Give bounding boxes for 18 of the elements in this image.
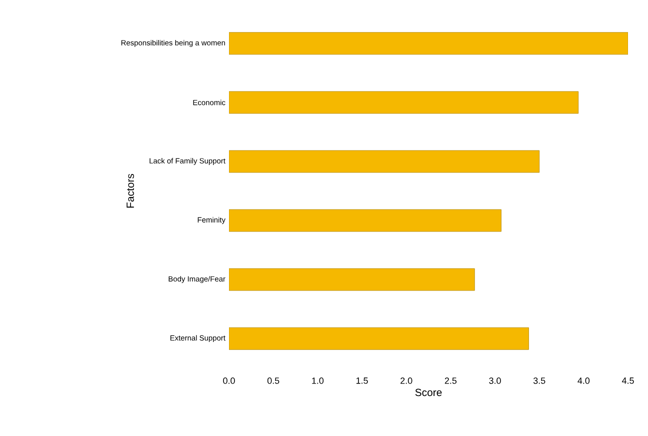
- bar: [229, 209, 502, 232]
- x-tick-label: 3.0: [489, 378, 501, 384]
- x-tick-label: 4.0: [578, 378, 590, 384]
- x-axis-title: Score: [415, 388, 442, 396]
- x-tick-label: 1.0: [312, 378, 324, 384]
- bar: [229, 91, 579, 114]
- x-tick-label: 2.0: [400, 378, 412, 384]
- x-tick-label: 2.5: [444, 378, 457, 384]
- x-tick-label: 3.5: [533, 378, 546, 384]
- y-axis-title: Factors: [126, 174, 134, 208]
- x-tick-label: 4.5: [622, 378, 634, 384]
- bar: [229, 327, 529, 350]
- bar: [229, 150, 540, 173]
- bar: [229, 32, 628, 55]
- bar: [229, 268, 475, 291]
- x-tick-label: 0.0: [223, 378, 235, 384]
- x-tick-label: 1.5: [356, 378, 368, 384]
- x-tick-label: 0.5: [267, 378, 280, 384]
